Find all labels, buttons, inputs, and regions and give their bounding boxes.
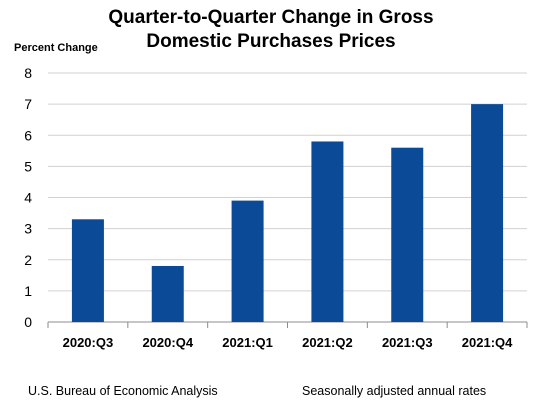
x-tick-label: 2020:Q3 — [63, 335, 114, 350]
bar — [231, 200, 264, 322]
y-tick-label: 1 — [24, 283, 32, 299]
y-tick-label: 4 — [24, 190, 32, 206]
chart-title-line-2: Domestic Purchases Prices — [146, 31, 396, 52]
y-tick-label: 3 — [24, 221, 32, 237]
chart-title: Quarter-to-Quarter Change in Gross Domes… — [0, 6, 542, 54]
x-tick-label: 2021:Q3 — [382, 335, 433, 350]
y-tick-label: 5 — [24, 158, 32, 174]
x-tick-label: 2020:Q4 — [142, 335, 193, 350]
y-tick-label: 0 — [24, 314, 32, 330]
x-tick-label: 2021:Q4 — [462, 335, 513, 350]
x-tick-label: 2021:Q1 — [222, 335, 273, 350]
bar — [311, 141, 344, 322]
bar — [71, 219, 104, 322]
chart-title-line-1: Quarter-to-Quarter Change in Gross — [108, 7, 434, 28]
y-tick-label: 2 — [24, 252, 32, 268]
x-tick-label: 2021:Q2 — [302, 335, 353, 350]
y-tick-label: 6 — [24, 127, 32, 143]
rate-note: Seasonally adjusted annual rates — [302, 384, 487, 398]
y-tick-label: 8 — [24, 65, 32, 81]
y-axis-label: Percent Change — [14, 42, 98, 54]
bar — [151, 265, 184, 322]
source-note: U.S. Bureau of Economic Analysis — [28, 384, 218, 398]
y-tick-label: 7 — [24, 96, 32, 112]
bar — [471, 104, 504, 322]
bar — [391, 147, 424, 322]
